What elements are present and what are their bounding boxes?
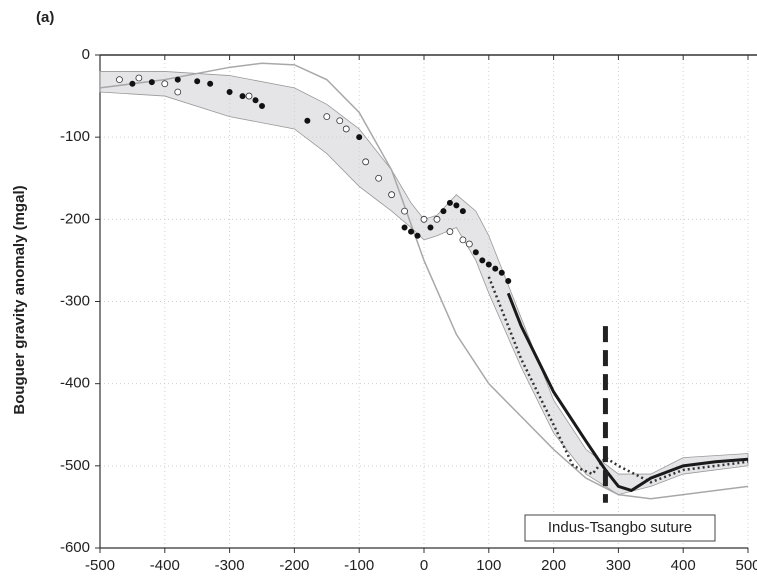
observed-point [356, 134, 363, 141]
x-tick-label: 400 [671, 557, 696, 574]
observed-point [408, 228, 415, 235]
x-tick-label: 500 [735, 557, 757, 574]
open-point [375, 174, 383, 182]
open-point [245, 92, 253, 100]
observed-point [446, 199, 453, 206]
x-tick-label: -300 [215, 557, 245, 574]
open-point [135, 74, 143, 82]
observed-point [226, 88, 233, 95]
open-point [401, 207, 408, 215]
x-tick-label: -500 [85, 557, 115, 574]
observed-point [258, 102, 265, 109]
observed-point [239, 93, 246, 100]
observed-point [440, 208, 447, 215]
model-curve [506, 292, 749, 493]
observed-point [459, 208, 466, 215]
model-curve [99, 62, 749, 500]
open-point [116, 76, 123, 84]
observed-point [174, 76, 181, 83]
open-point [161, 80, 169, 88]
x-tick-label: 300 [606, 557, 631, 574]
y-tick-label: -100 [60, 128, 90, 145]
panel-label: (a) [36, 9, 54, 26]
observed-point [505, 277, 512, 284]
observed-point [485, 261, 492, 268]
observed-point [252, 97, 259, 104]
uncertainty-band [99, 71, 749, 496]
x-tick-label: 200 [541, 557, 566, 574]
observed-point [194, 78, 201, 85]
y-tick-label: -400 [60, 375, 90, 392]
open-point [420, 215, 428, 223]
open-point [362, 158, 370, 166]
observed-point [472, 249, 479, 256]
open-point [174, 88, 182, 96]
observed-point [492, 265, 499, 272]
open-point [323, 113, 331, 121]
observed-point [129, 80, 136, 87]
x-tick-label: -400 [150, 557, 180, 574]
observed-point [207, 80, 214, 87]
open-point [342, 125, 350, 133]
y-tick-label: -600 [60, 539, 90, 556]
open-point [433, 215, 441, 223]
open-point [465, 240, 473, 248]
observed-point [414, 232, 421, 239]
y-tick-label: -200 [60, 210, 90, 227]
x-tick-label: -200 [279, 557, 309, 574]
observed-point [427, 224, 434, 231]
annotation-box [524, 514, 716, 542]
x-tick-label: 0 [420, 557, 428, 574]
observed-point [498, 269, 505, 276]
observed-point [148, 79, 155, 86]
annotation: Indus-Tsangbo suture [548, 519, 692, 536]
observed-point [401, 224, 408, 231]
observed-point [304, 117, 311, 124]
observed-point [479, 257, 486, 264]
x-tick-label: -100 [344, 557, 374, 574]
x-tick-label: 100 [476, 557, 501, 574]
y-tick-label: 0 [82, 46, 90, 63]
open-point [446, 228, 454, 236]
y-tick-label: -500 [60, 457, 90, 474]
y-tick-label: -300 [60, 292, 90, 309]
observed-point [453, 202, 460, 209]
open-point [388, 191, 396, 199]
open-point [459, 236, 467, 244]
y-axis-label: Bouguer gravity anomaly (mgal) [11, 185, 28, 414]
open-point [336, 117, 344, 125]
